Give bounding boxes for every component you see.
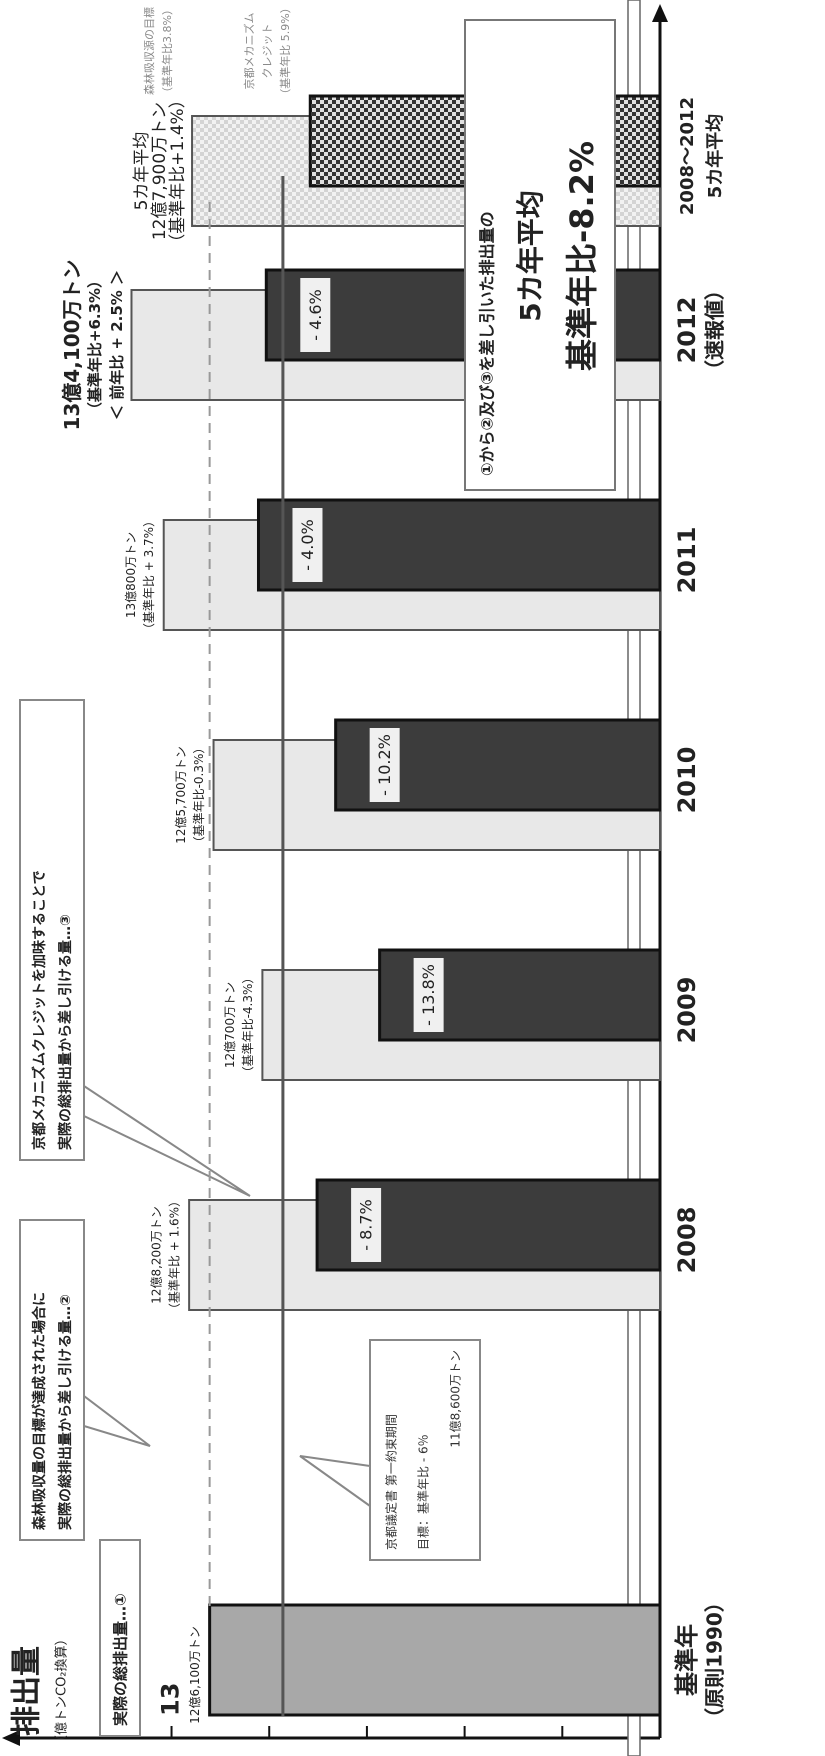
note-text: 実際の総排出量から差し引ける量…③ <box>57 914 74 1150</box>
bar-label: 12億700万トン <box>223 982 237 1068</box>
rotated-plot: 排出量 （億トンCO₂換算） 森林吸収量の目標が達成された場合に 実際の総排出量… <box>2 0 727 1756</box>
x-tick-label: 2011 <box>673 527 701 594</box>
net-bar <box>378 948 662 1042</box>
net-bar <box>256 498 662 592</box>
callout-pointer <box>83 1084 251 1197</box>
bar-label: 12億5,700万トン <box>174 746 188 844</box>
reduction-label-bg <box>292 508 323 582</box>
note-text: 森林吸収量の目標が達成された場合に <box>31 1292 48 1530</box>
summary-text: 5カ年平均 <box>514 190 547 321</box>
target-box <box>369 1339 481 1561</box>
bar-label: 13億800万トン <box>124 532 138 618</box>
note-box <box>19 699 85 1161</box>
bar-label: （基準年比-0.3%） <box>191 742 206 849</box>
bar-label: 12億6,100万トン <box>188 1626 202 1724</box>
bar-label: （基準年比 + 3.7%） <box>141 515 156 635</box>
reduction-label: - 10.2% <box>375 734 394 796</box>
target-text: 目標：基準年比 - 6％ <box>416 1434 431 1550</box>
reduction-label-bg <box>413 958 444 1032</box>
x-tick-label: 2008 <box>673 1207 701 1274</box>
summary-box <box>464 19 616 491</box>
y-axis-arrow <box>2 1730 20 1746</box>
x-tick-sublabel: （速報値） <box>703 280 727 380</box>
bar-label: （基準年比 + 1.6%） <box>167 1195 182 1315</box>
summary-text: 基準年比-8.2% <box>563 141 601 371</box>
axis-break <box>627 0 641 1756</box>
note-box <box>19 1219 85 1541</box>
bar-label: （基準年比+1.4%） <box>168 91 188 250</box>
x-tick-sublabel: 5カ年平均 <box>704 114 726 199</box>
net-bar <box>315 1178 662 1272</box>
base-year-bar <box>208 1603 662 1717</box>
reduction-label: - 13.8% <box>419 964 438 1026</box>
reduction-label: - 4.6% <box>306 289 325 341</box>
reduction-label-bg <box>300 278 331 352</box>
note-text: クレジット <box>261 24 274 79</box>
bar-label: ＜ 前年比 + 2.5% ＞ <box>108 270 126 420</box>
reduction-label: - 4.0% <box>298 519 317 571</box>
bar-label: 5カ年平均 <box>132 132 152 211</box>
bar-label: 12億7,900万トン <box>150 102 170 240</box>
bar-label: （基準年比+6.3%） <box>86 273 104 417</box>
bar-label: 13億4,100万トン <box>60 259 84 430</box>
x-tick-label: 2010 <box>673 747 701 814</box>
x-tick-label: 2008～2012 <box>677 97 698 215</box>
reduction-label-bg <box>369 728 400 802</box>
legend-text: 実際の総排出量…① <box>112 1593 130 1726</box>
x-tick-sublabel: （原則1990） <box>703 1592 727 1728</box>
note-text: 京都メカニズム <box>242 13 256 90</box>
x-tick-label: 基準年 <box>673 1624 701 1696</box>
note-text: （基準年比 5.9%） <box>278 2 292 99</box>
y-axis-label: （億トンCO₂換算） <box>54 1632 70 1748</box>
x-tick-label: 2012 <box>673 297 701 364</box>
x-axis-arrow <box>652 4 668 22</box>
note-text: （基準年比3.8%） <box>160 4 174 98</box>
legend-box <box>99 1539 141 1737</box>
summary-text: ①から②及び③を差し引いた排出量の <box>478 211 497 476</box>
note-text: 森林吸収源の目標 <box>142 7 156 95</box>
note-text: 京都メカニズムクレジットを加味することで <box>31 870 48 1150</box>
chart-title: 排出量 <box>10 1646 45 1736</box>
bar-label: 12億8,200万トン <box>150 1206 164 1304</box>
x-tick-label: 2009 <box>673 977 701 1044</box>
bar-label: （基準年比-4.3%） <box>240 972 255 1079</box>
net-bar <box>334 718 662 812</box>
reduction-label: - 8.7% <box>357 1199 376 1251</box>
note-text: 実際の総排出量から差し引ける量…② <box>57 1294 74 1530</box>
callout-pointer <box>299 1455 371 1508</box>
reduction-label-bg <box>351 1188 382 1262</box>
callout-pointer <box>83 1393 151 1447</box>
target-text: 京都議定書 第一約束期間 <box>384 1414 399 1550</box>
target-text: 11億8,600万トン <box>449 1350 463 1448</box>
y-tick-label: 13 <box>157 1683 185 1716</box>
